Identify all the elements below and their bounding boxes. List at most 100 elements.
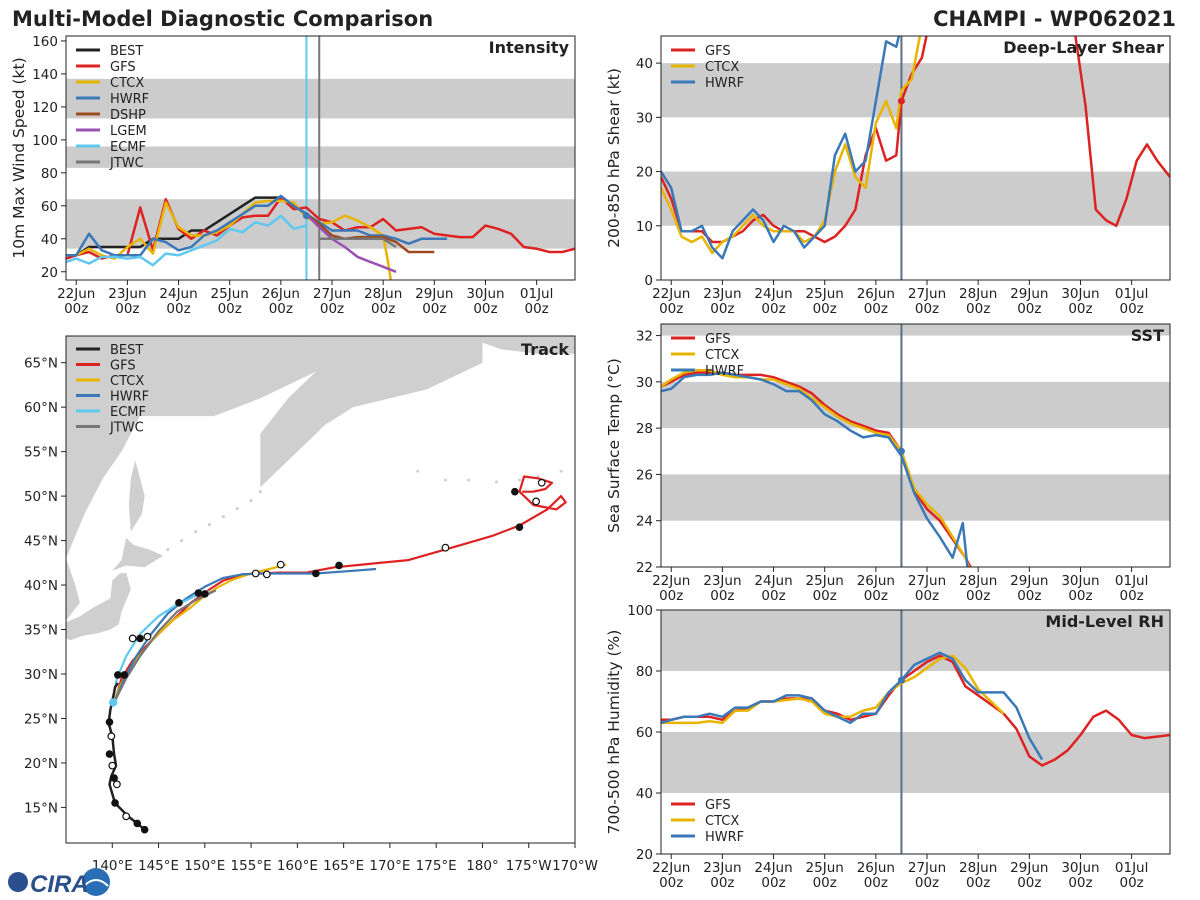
rh-xtick-day: 27Jun — [908, 860, 946, 876]
sst-xtick-hour: 00z — [966, 588, 990, 604]
track-marker-filled — [515, 523, 524, 532]
track-marker-filled — [201, 590, 209, 598]
intensity-xtick-hour: 00z — [525, 301, 549, 317]
land-kuril-3 — [207, 522, 212, 527]
intensity-series-gfs — [66, 196, 575, 260]
intensity-legend-jtwc: JTWC — [109, 156, 144, 171]
shear-xtick-hour: 00z — [761, 301, 785, 317]
rh-band-1 — [661, 610, 1170, 671]
rh-xtick-day: 25Jun — [806, 860, 844, 876]
track-xtick-label: 145°E — [138, 858, 179, 874]
rh-xtick-day: 23Jun — [703, 860, 741, 876]
sst-initial-dot — [897, 447, 905, 455]
rh-xtick-hour: 00z — [1068, 875, 1092, 891]
intensity-panel: 2040608010012014016022Jun00z23Jun00z24Ju… — [10, 34, 576, 317]
shear-xtick-hour: 00z — [659, 301, 683, 317]
intensity-series-dshp — [305, 213, 435, 254]
intensity-legend-ctcx: CTCX — [110, 76, 144, 91]
track-marker-open — [276, 560, 285, 569]
land-honshu — [66, 572, 131, 641]
track-ytick-label: 15°N — [24, 800, 58, 816]
shear-ytick-label: 30 — [636, 110, 653, 126]
shear-frame — [660, 35, 1171, 281]
shear-xtick-day: 22Jun — [652, 286, 690, 302]
intensity-legend-hwrf: HWRF — [110, 92, 149, 107]
track-frame — [65, 335, 576, 844]
shear-xtick-hour: 00z — [710, 301, 734, 317]
land-kuril-2 — [193, 530, 198, 534]
rh-initial-dot — [897, 676, 905, 684]
track-xtick-label: 165°E — [323, 858, 364, 874]
rh-xtick-day: 29Jun — [1010, 860, 1048, 876]
track-marker-filled — [335, 561, 343, 570]
track-xtick-label: 175°W — [506, 858, 552, 874]
track-series-jtwc — [114, 589, 217, 702]
intensity-legend-gfs: GFS — [110, 60, 136, 75]
track-marker-filled — [120, 671, 129, 679]
sst-legend-hwrf: HWRF — [705, 364, 744, 379]
rh-xtick-hour: 00z — [813, 875, 837, 891]
shear-initial-dot — [897, 97, 905, 105]
shear-ytick-label: 40 — [636, 56, 653, 72]
track-series-ecmf — [111, 590, 210, 703]
sst-band-2 — [661, 324, 1170, 336]
land-mainland — [66, 336, 316, 559]
cira-logo: CIRA — [8, 868, 110, 898]
track-marker-open — [107, 732, 116, 741]
rh-xtick-hour: 00z — [966, 875, 990, 891]
rh-ytick-label: 80 — [636, 664, 653, 680]
land-kuril-0 — [166, 547, 170, 552]
track-ytick-label: 40°N — [24, 578, 58, 594]
intensity-xtick-hour: 00z — [64, 301, 88, 317]
rh-xtick-day: 01Jul — [1115, 860, 1148, 876]
track-marker-open — [262, 570, 271, 579]
track-marker-open — [112, 780, 121, 789]
sst-panel: 22242628303222Jun00z23Jun00z24Jun00z25Ju… — [605, 323, 1171, 604]
intensity-ytick-label: 80 — [41, 166, 58, 182]
rh-xtick-hour: 00z — [659, 875, 683, 891]
shear-legend-hwrf: HWRF — [705, 76, 744, 91]
intensity-xtick-hour: 00z — [269, 301, 293, 317]
shear-xtick-hour: 00z — [1068, 301, 1092, 317]
rh-legend-ctcx: CTCX — [705, 814, 739, 829]
intensity-xtick-hour: 00z — [218, 301, 242, 317]
svg-text:CIRA: CIRA — [30, 871, 89, 898]
intensity-initial-dot — [302, 212, 310, 220]
shear-xtick-hour: 00z — [813, 301, 837, 317]
sst-ytick-label: 22 — [636, 560, 653, 576]
track-xtick-label: 170°W — [552, 858, 598, 874]
shear-ytick-label: 20 — [636, 165, 653, 181]
shear-series-hwrf — [661, 36, 901, 260]
land-aleutian-3 — [494, 480, 498, 484]
intensity-xtick-hour: 00z — [371, 301, 395, 317]
rh-ytick-label: 40 — [636, 786, 653, 802]
shear-xtick-hour: 00z — [1120, 301, 1144, 317]
track-xtick-label: 160°E — [277, 858, 318, 874]
rh-xtick-day: 22Jun — [652, 860, 690, 876]
track-xtick-label: 155°E — [231, 858, 272, 874]
land-alaska — [463, 336, 575, 354]
track-series-gfs — [113, 475, 567, 702]
storm-id-title: CHAMPI - WP062021 — [933, 7, 1176, 31]
rh-xtick-hour: 00z — [761, 875, 785, 891]
shear-xtick-day: 26Jun — [857, 286, 895, 302]
sst-xtick-hour: 00z — [761, 588, 785, 604]
shear-xtick-day: 24Jun — [754, 286, 792, 302]
intensity-band-1 — [66, 146, 575, 168]
sst-ytick-label: 32 — [636, 329, 653, 345]
track-marker-open — [251, 569, 260, 578]
shear-xtick-day: 28Jun — [959, 286, 997, 302]
track-series-hwrf — [113, 567, 377, 702]
intensity-xtick-day: 22Jun — [57, 286, 95, 302]
shear-xtick-hour: 00z — [1017, 301, 1041, 317]
rh-xtick-day: 24Jun — [754, 860, 792, 876]
track-marker-open — [128, 634, 137, 643]
figure-title: Multi-Model Diagnostic Comparison — [12, 7, 433, 31]
shear-ylabel: 200-850 hPa Shear (kt) — [605, 68, 623, 248]
track-legend-gfs: GFS — [110, 359, 136, 374]
track-legend-hwrf: HWRF — [110, 390, 149, 405]
track-ytick-label: 35°N — [24, 623, 58, 639]
track-legend-ecmf: ECMF — [110, 405, 146, 420]
sst-frame — [660, 323, 1171, 568]
